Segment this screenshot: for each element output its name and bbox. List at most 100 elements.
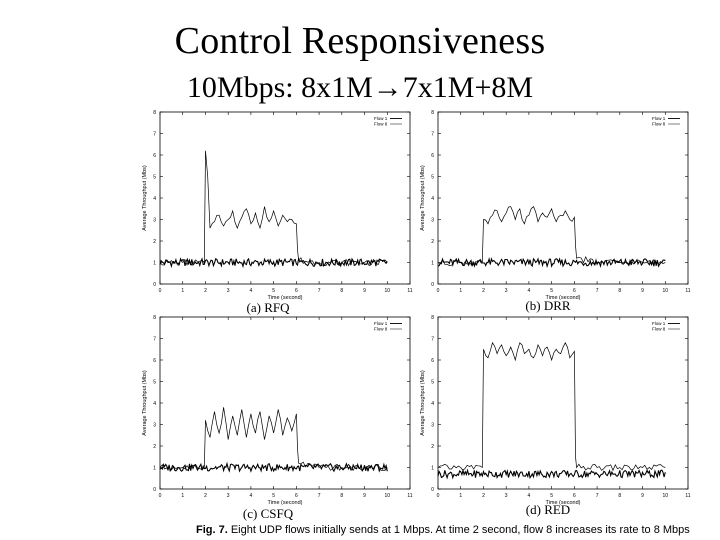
x-tick-label: 0 [159, 288, 162, 294]
plot-frame [159, 316, 411, 490]
x-tick-label: 7 [318, 288, 321, 294]
figure-caption-text: Eight UDP flows initially sends at 1 Mbp… [230, 524, 690, 536]
y-tick-label: 1 [153, 466, 156, 472]
y-tick-label: 4 [431, 401, 434, 407]
x-tick-label: 0 [437, 288, 440, 294]
y-tick-label: 1 [153, 261, 156, 267]
arrow-icon: → [372, 71, 403, 104]
x-tick-label: 5 [272, 288, 275, 294]
x-tick-label: 1 [459, 288, 462, 294]
x-tick-label: 11 [685, 493, 690, 499]
x-axis-label: Time (second) [268, 500, 303, 506]
chart-rfq-svg: 0 1 2 3 4 5 6 7 8 9 10 11 0 1 2 3 4 5 6 7 8 Time (second) Aver… [142, 110, 413, 301]
y-axis-label: Average Throughput (Mbs) [420, 370, 426, 436]
y-tick-label: 8 [153, 110, 156, 116]
x-tick-label: 8 [618, 288, 621, 294]
series-flow1-line [159, 461, 388, 473]
x-tick-label: 5 [550, 288, 553, 294]
x-axis-label: Time (second) [546, 295, 581, 301]
x-tick-label: 8 [618, 493, 621, 499]
y-tick-label: 2 [153, 444, 156, 450]
slide-title: Control Responsiveness [174, 20, 546, 62]
series-flow8-line [159, 150, 388, 267]
x-tick-label: 2 [204, 288, 207, 294]
x-tick-label: 10 [384, 288, 390, 294]
y-tick-label: 3 [431, 218, 434, 224]
y-tick-label: 0 [153, 487, 156, 493]
x-tick-label: 3 [505, 288, 508, 294]
y-tick-label: 3 [431, 423, 434, 429]
x-tick-label: 5 [550, 493, 553, 499]
x-tick-label: 3 [227, 288, 230, 294]
y-tick-label: 7 [153, 132, 156, 138]
y-tick-label: 4 [153, 401, 156, 407]
y-tick-label: 1 [431, 261, 434, 267]
y-tick-label: 5 [431, 175, 434, 181]
x-tick-label: 8 [340, 493, 343, 499]
y-tick-label: 6 [153, 358, 156, 364]
x-tick-label: 2 [482, 288, 485, 294]
chart-drr-svg: 0 1 2 3 4 5 6 7 8 9 10 11 0 1 2 3 4 5 6 7 8 Time (second) Aver… [420, 110, 691, 301]
x-tick-label: 0 [437, 493, 440, 499]
x-tick-label: 7 [318, 493, 321, 499]
y-tick-label: 8 [153, 315, 156, 321]
legend-entry: Flow 1 [652, 116, 666, 121]
chart-panel-red: 0 1 2 3 4 5 6 7 8 9 10 11 0 1 2 3 4 5 6 7 8 Time (second) Aver… [418, 313, 698, 523]
chart-caption-red: (d) RED [525, 502, 571, 517]
x-tick-label: 4 [250, 493, 253, 499]
y-axis-label: Average Throughput (Mbs) [420, 165, 426, 231]
x-axis-label: Time (second) [268, 295, 303, 301]
y-tick-label: 8 [431, 315, 434, 321]
x-tick-label: 11 [407, 493, 412, 499]
series-flow1-line [159, 256, 388, 269]
x-tick-label: 11 [685, 288, 690, 294]
chart-csfq-svg: 0 1 2 3 4 5 6 7 8 9 10 11 0 1 2 3 4 5 6 7 8 Time (second) Aver… [142, 315, 413, 506]
chart-panel-drr: 0 1 2 3 4 5 6 7 8 9 10 11 0 1 2 3 4 5 6 7 8 Time (second) Aver… [418, 108, 698, 318]
y-tick-label: 7 [153, 337, 156, 343]
legend-entry: Flow 1 [652, 321, 666, 326]
x-tick-label: 1 [459, 493, 462, 499]
x-tick-label: 2 [204, 493, 207, 499]
y-axis-label: Average Throughput (Mbs) [142, 165, 148, 231]
figure-caption: Fig. 7. Eight UDP flows initially sends … [196, 524, 690, 536]
subtitle-prefix: 10Mbps: 8x1M [186, 71, 373, 104]
x-tick-label: 4 [528, 288, 531, 294]
y-tick-label: 2 [153, 239, 156, 245]
x-tick-label: 5 [272, 493, 275, 499]
x-tick-label: 3 [227, 493, 230, 499]
x-tick-label: 10 [662, 493, 668, 499]
x-tick-label: 11 [407, 288, 412, 294]
y-tick-label: 6 [431, 153, 434, 159]
x-tick-label: 9 [363, 493, 366, 499]
chart-panel-csfq: 0 1 2 3 4 5 6 7 8 9 10 11 0 1 2 3 4 5 6 7 8 Time (second) Aver… [140, 313, 420, 523]
x-tick-label: 9 [641, 493, 644, 499]
y-axis-label: Average Throughput (Mbs) [142, 370, 148, 436]
x-tick-label: 10 [384, 493, 390, 499]
x-tick-label: 0 [159, 493, 162, 499]
series-flow1-line [437, 256, 666, 269]
x-tick-label: 7 [596, 288, 599, 294]
y-tick-label: 1 [431, 466, 434, 472]
chart-caption-csfq: (c) CSFQ [242, 506, 294, 521]
x-tick-label: 8 [340, 288, 343, 294]
x-tick-label: 3 [505, 493, 508, 499]
chart-caption-rfq: (a) RFQ [246, 300, 290, 315]
y-tick-label: 3 [153, 423, 156, 429]
x-tick-label: 6 [573, 493, 576, 499]
legend-entry: Flow 8 [374, 122, 388, 127]
figure-caption-label: Fig. 7. [196, 524, 228, 536]
series-flow8-line [437, 206, 666, 267]
legend-entry: Flow 8 [652, 327, 666, 332]
slide-subtitle: 10Mbps: 8x1M→7x1M+8M [0, 70, 720, 106]
x-tick-label: 7 [596, 493, 599, 499]
y-tick-label: 0 [431, 487, 434, 493]
y-tick-label: 6 [153, 153, 156, 159]
series-flow1-line [437, 468, 666, 480]
legend-entry: Flow 8 [652, 122, 666, 127]
y-tick-label: 5 [431, 380, 434, 386]
y-tick-label: 4 [153, 196, 156, 202]
x-tick-label: 9 [363, 288, 366, 294]
x-tick-label: 6 [295, 493, 298, 499]
y-tick-label: 2 [431, 239, 434, 245]
x-tick-label: 4 [250, 288, 253, 294]
